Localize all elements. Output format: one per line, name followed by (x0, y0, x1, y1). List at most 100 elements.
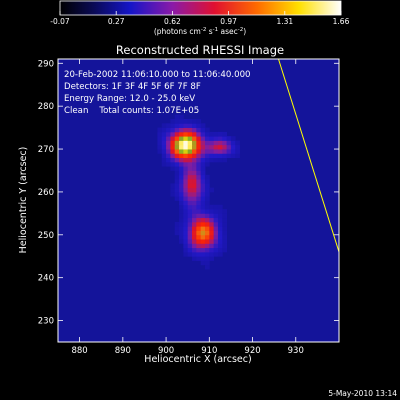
heatmap-cell (161, 127, 167, 133)
heatmap-cell (166, 144, 171, 150)
heatmap-cell (204, 230, 210, 236)
heatmap-cell (183, 247, 189, 253)
heatmap-cell (187, 243, 193, 249)
heatmap-cell (213, 204, 219, 210)
heatmap-cell (166, 131, 171, 137)
heatmap-cell (187, 170, 193, 176)
y-tick-label: 280 (38, 102, 54, 112)
heatmap-cell (183, 196, 189, 201)
heatmap-cell (213, 217, 219, 223)
heatmap-cell (222, 247, 227, 253)
heatmap-cell (204, 256, 210, 261)
heatmap-cell (222, 230, 227, 236)
heatmap-cell (213, 234, 219, 240)
heatmap-cell (192, 157, 197, 163)
heatmap-cell (209, 144, 215, 150)
y-axis: 230 240 250 260 270 280 290 (38, 59, 339, 327)
heatmap-cell (200, 234, 206, 240)
heatmap-cell (209, 131, 215, 137)
heatmap-cell (187, 179, 193, 184)
heatmap-cell (235, 149, 240, 154)
y-tick-label: 270 (38, 145, 54, 155)
heatmap-cell (166, 153, 171, 159)
heatmap-cell (217, 136, 223, 141)
heatmap-cell (204, 136, 210, 141)
heatmap-cell (174, 183, 180, 189)
heatmap-cell (183, 123, 189, 129)
heatmap-cell (200, 187, 206, 193)
colorbar (59, 0, 342, 16)
heatmap-cell (196, 251, 202, 257)
heatmap-cell (230, 144, 236, 150)
colorbar-unit-label: (photons cm-2 s-1 asec-2) (154, 27, 246, 36)
heatmap-cell (217, 140, 223, 146)
heatmap-cell (179, 140, 184, 146)
heatmap-cell (179, 123, 184, 129)
heatmap-cell (183, 149, 189, 154)
heatmap-cell (187, 131, 193, 137)
heatmap-cell (217, 234, 223, 240)
colorbar-tick-label: 0.27 (108, 17, 125, 26)
heatmap-cell (183, 200, 189, 206)
heatmap-cell (183, 251, 189, 257)
heatmap-cell (192, 196, 197, 201)
heatmap-cell (192, 213, 197, 219)
heatmap-cell (179, 114, 184, 120)
heatmap-cell (174, 174, 180, 180)
heatmap-cell (187, 119, 193, 124)
heatmap-cell (235, 140, 240, 146)
heatmap-cell (192, 144, 197, 150)
heatmap-cell (166, 161, 171, 167)
heatmap-cell (200, 170, 206, 176)
heatmap-cell (174, 140, 180, 146)
heatmap-cell (196, 256, 202, 261)
heatmap-cell (174, 166, 180, 171)
heatmap-cell (174, 123, 180, 129)
heatmap-cell (166, 149, 171, 154)
heatmap-cell (204, 251, 210, 257)
heatmap-cell (200, 204, 206, 210)
heatmap-cell (204, 264, 210, 270)
heatmap-cell (209, 213, 215, 219)
heatmap-cell (170, 183, 176, 189)
heatmap-cell (183, 153, 189, 159)
heatmap-cell (200, 243, 206, 249)
heatmap-cell (209, 136, 215, 141)
heatmap-cell (196, 247, 202, 253)
heatmap-cell (179, 131, 184, 137)
heatmap-cell (192, 247, 197, 253)
heatmap-cell (179, 153, 184, 159)
heatmap-cell (217, 144, 223, 150)
heatmap-cell (192, 123, 197, 129)
heatmap-cell (196, 234, 202, 240)
heatmap-cell (200, 260, 206, 266)
heatmap-cell (183, 144, 189, 150)
heatmap-cell (200, 191, 206, 197)
heatmap-cell (170, 123, 176, 129)
heatmap-cell (192, 209, 197, 214)
heatmap-cell (161, 153, 167, 159)
colorbar-tick-label: 0.97 (220, 17, 237, 26)
heatmap-cell (166, 127, 171, 133)
heatmap-cell (161, 136, 167, 141)
heatmap-cell (217, 247, 223, 253)
heatmap-cell (179, 149, 184, 154)
heatmap-cell (179, 161, 184, 167)
heatmap-cell (204, 204, 210, 210)
heatmap-cell (200, 251, 206, 257)
heatmap-cell (174, 161, 180, 167)
heatmap-cell (213, 149, 219, 154)
heatmap-cell (204, 174, 210, 180)
heatmap-cell (179, 191, 184, 197)
heatmap-cell (200, 247, 206, 253)
heatmap-cell (187, 153, 193, 159)
heatmap-cell (200, 239, 206, 244)
heatmap-cell (192, 204, 197, 210)
heatmap-cell (196, 144, 202, 150)
heatmap-cell (213, 131, 219, 137)
heatmap-cell (192, 226, 197, 231)
heatmap-cell (166, 140, 171, 146)
heatmap-cell (204, 183, 210, 189)
heatmap-cell (187, 187, 193, 193)
heatmap-cell (200, 230, 206, 236)
